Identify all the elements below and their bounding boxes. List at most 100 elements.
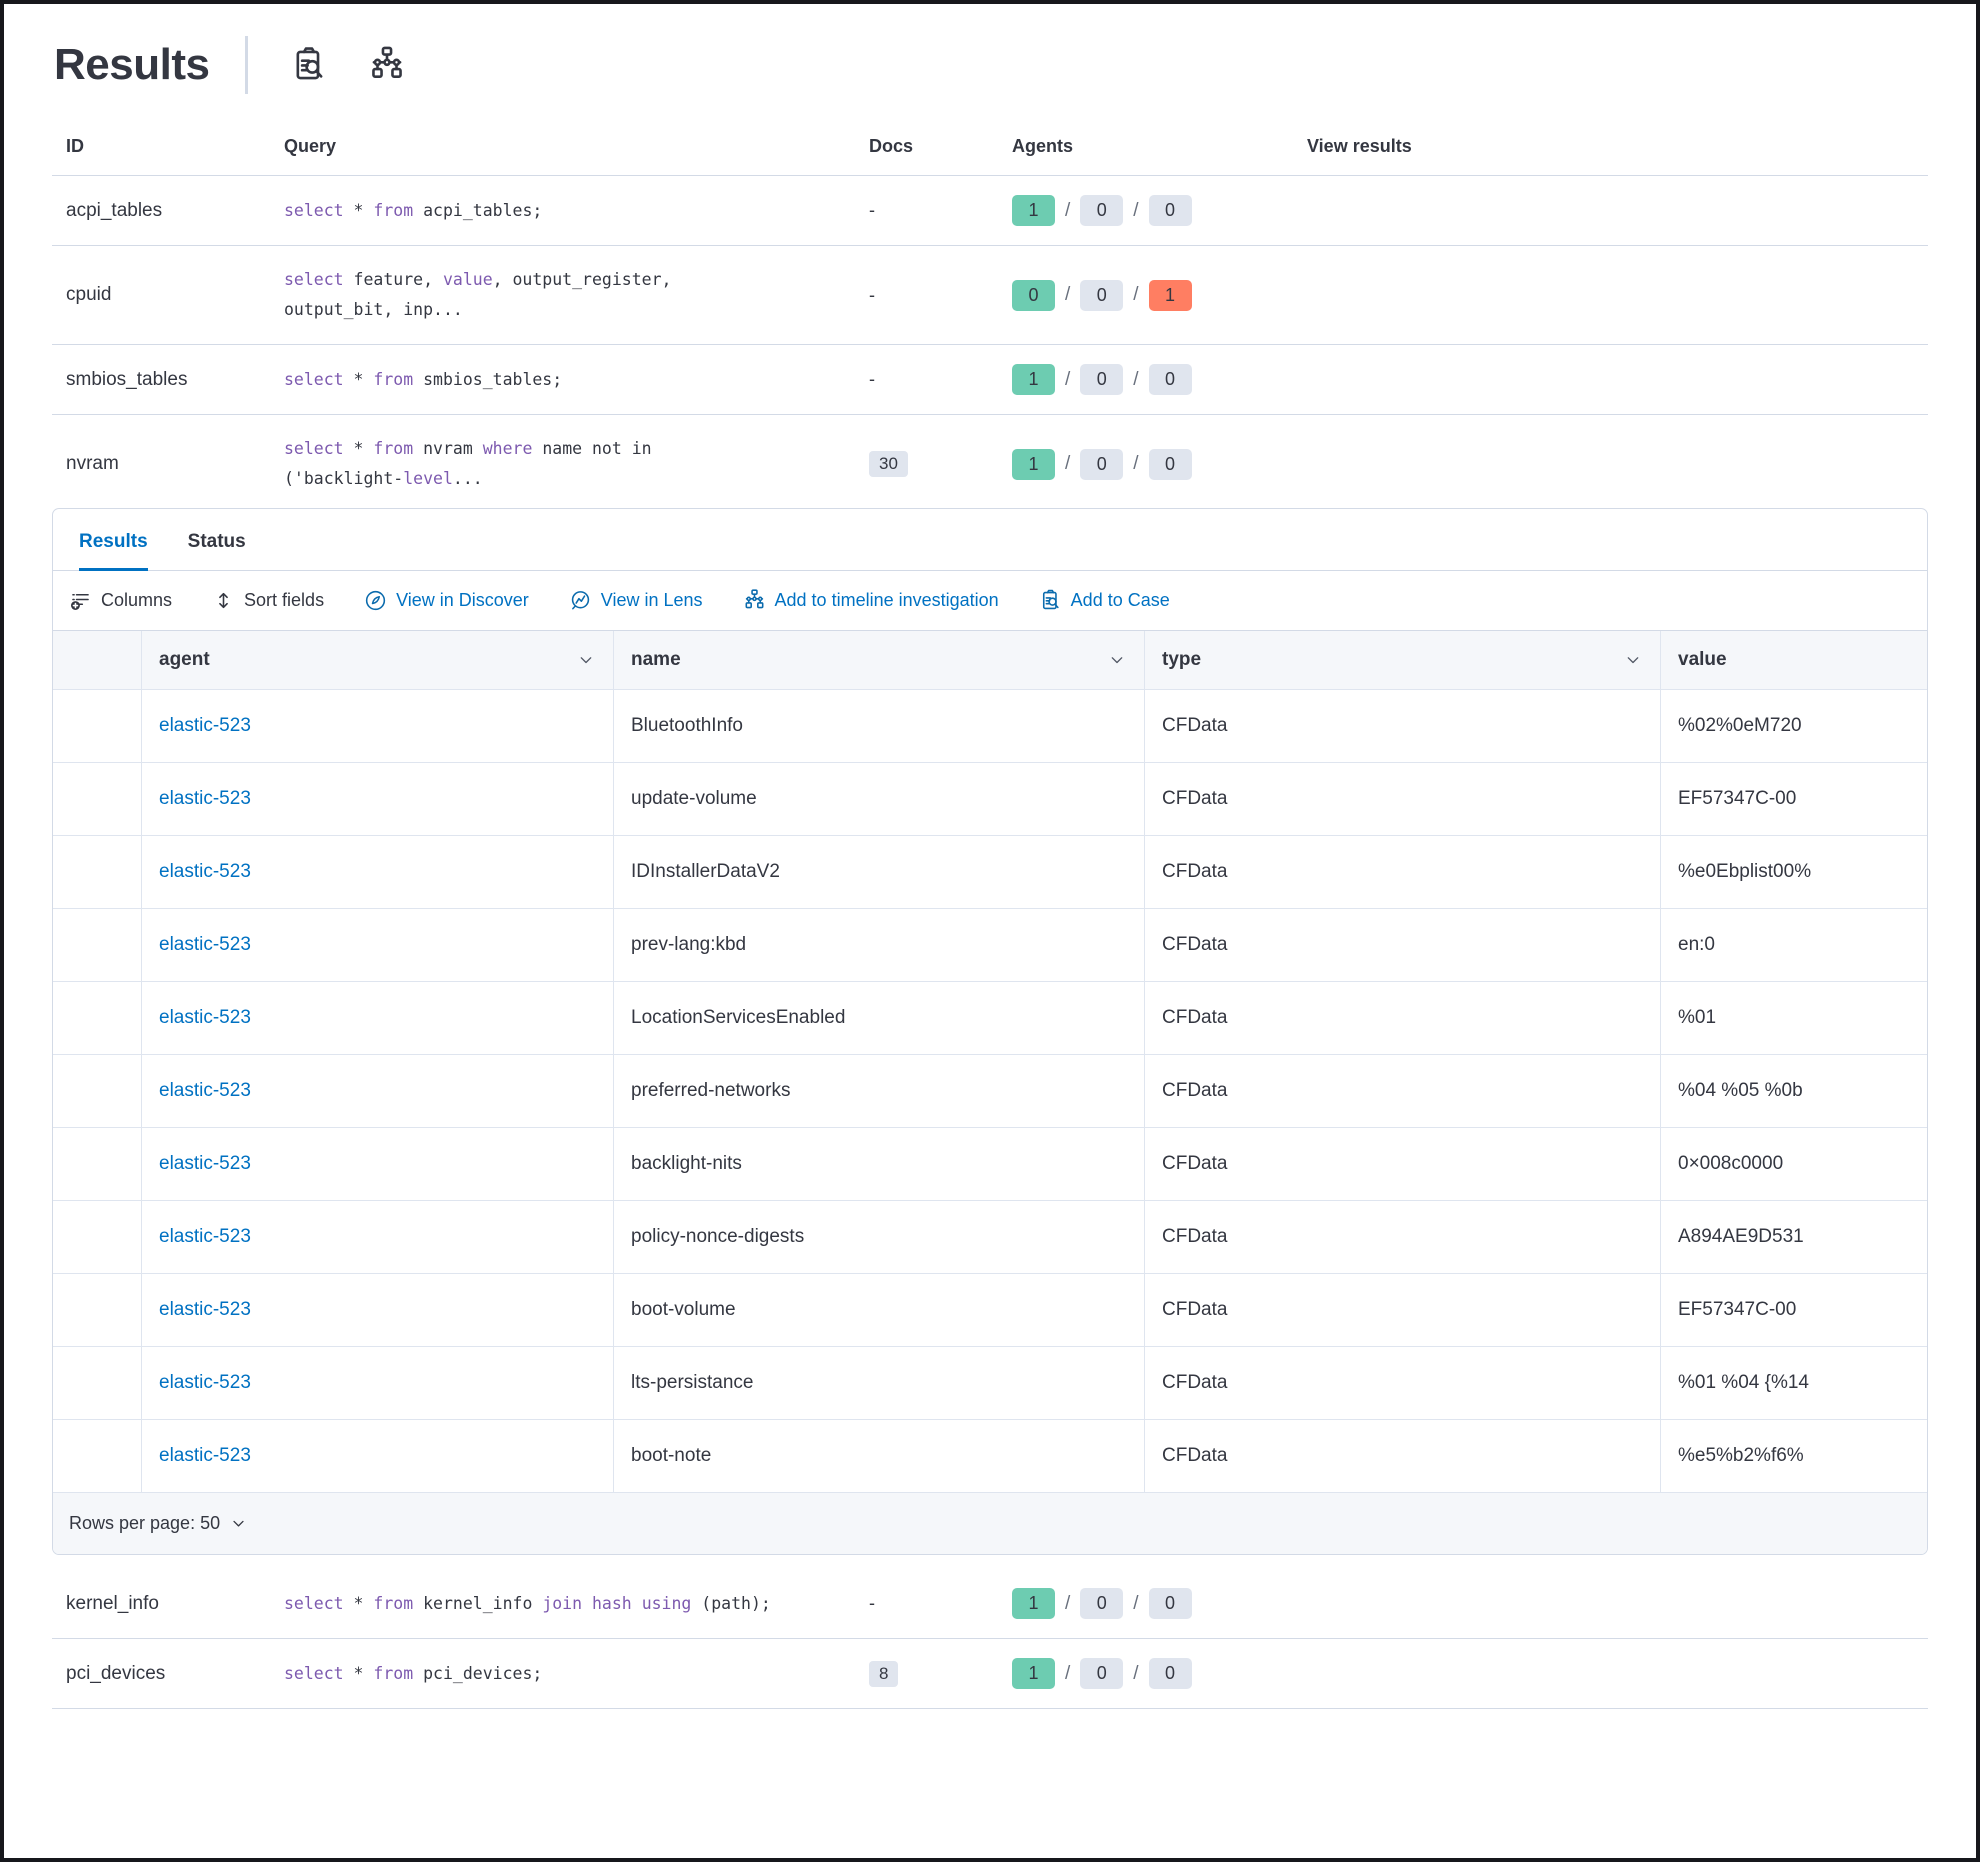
chevron-down-icon[interactable] (1623, 650, 1643, 670)
inspect-icon[interactable] (290, 46, 328, 84)
view-in-discover-button[interactable]: View in Discover (364, 589, 529, 612)
view-in-discover-icon[interactable] (1307, 449, 1338, 480)
view-in-lens-icon[interactable] (1350, 364, 1381, 395)
type-cell: CFData (1145, 1420, 1661, 1492)
tab-status[interactable]: Status (187, 531, 246, 552)
add-to-timeline-icon[interactable] (1393, 1658, 1424, 1689)
view-details-icon[interactable] (1479, 449, 1510, 480)
add-row-to-timeline-icon[interactable] (84, 1151, 111, 1178)
row-actions-cell (53, 1055, 142, 1127)
chevron-down-icon[interactable] (1107, 650, 1127, 670)
grid-row: elastic-523 BluetoothInfo CFData %02%0eM… (53, 690, 1927, 763)
query-row-kernel_info: kernel_info select * from kernel_info jo… (52, 1569, 1928, 1639)
agent-cell: elastic-523 (142, 1274, 614, 1346)
agent-link[interactable]: elastic-523 (159, 788, 251, 809)
add-row-to-timeline-icon[interactable] (84, 1297, 111, 1324)
view-in-discover-icon[interactable] (1307, 364, 1338, 395)
agent-link[interactable]: elastic-523 (159, 1372, 251, 1393)
add-to-case-icon[interactable] (1436, 1588, 1467, 1619)
agent-link[interactable]: elastic-523 (159, 1153, 251, 1174)
agent-link[interactable]: elastic-523 (159, 861, 251, 882)
row-actions-cell (53, 763, 142, 835)
grid-header-type[interactable]: type (1145, 631, 1661, 689)
agents-cell: 1 / 0 / 0 (1012, 195, 1295, 226)
tab-results[interactable]: Results (79, 531, 148, 571)
expand-row-icon[interactable] (1522, 1662, 1546, 1686)
add-to-case-icon[interactable] (1436, 1658, 1467, 1689)
agent-link[interactable]: elastic-523 (159, 1226, 251, 1247)
columns-label: Columns (101, 590, 173, 610)
view-details-icon[interactable] (1479, 364, 1510, 395)
type-cell: CFData (1145, 909, 1661, 981)
add-row-to-timeline-icon[interactable] (84, 859, 111, 886)
view-details-icon[interactable] (1479, 195, 1510, 226)
agents-success-badge: 1 (1012, 364, 1055, 395)
view-in-discover-icon[interactable] (1307, 195, 1338, 226)
chevron-down-icon[interactable] (229, 1514, 248, 1533)
add-to-case-button[interactable]: Add to Case (1039, 589, 1170, 612)
add-to-timeline-icon[interactable] (1393, 364, 1424, 395)
sql-segment: select (284, 439, 344, 458)
add-row-to-timeline-icon[interactable] (84, 932, 111, 959)
query-id: pci_devices (66, 1662, 166, 1684)
value-cell: %04 %05 %0b (1678, 1080, 1803, 1101)
add-to-timeline-icon[interactable] (1393, 195, 1424, 226)
view-in-discover-icon[interactable] (1307, 280, 1338, 311)
sort-fields-button[interactable]: Sort fields (212, 589, 324, 612)
add-row-to-timeline-icon[interactable] (84, 1005, 111, 1032)
add-row-to-timeline-icon[interactable] (84, 786, 111, 813)
add-row-to-timeline-icon[interactable] (84, 1443, 111, 1470)
sql-segment: from (373, 1663, 414, 1683)
sql-segment: select (284, 200, 344, 220)
view-in-lens-icon[interactable] (1350, 195, 1381, 226)
view-in-lens-label: View in Lens (600, 590, 703, 610)
agent-link[interactable]: elastic-523 (159, 1080, 251, 1101)
view-in-discover-icon[interactable] (1307, 1588, 1338, 1619)
expand-row-icon[interactable] (1522, 283, 1546, 307)
grid-row: elastic-523 boot-note CFData %e5%b2%f6% (53, 1420, 1927, 1493)
add-to-case-icon[interactable] (1436, 364, 1467, 395)
view-details-icon[interactable] (1479, 1588, 1510, 1619)
expand-row-icon[interactable] (1522, 368, 1546, 392)
grid-header-value[interactable]: value (1661, 631, 1927, 689)
columns-button[interactable]: Columns (69, 589, 172, 612)
expand-row-icon[interactable] (1522, 1592, 1546, 1616)
view-in-lens-icon[interactable] (1350, 1658, 1381, 1689)
view-details-icon[interactable] (1479, 280, 1510, 311)
view-in-discover-icon[interactable] (1307, 1658, 1338, 1689)
agent-link[interactable]: elastic-523 (159, 1445, 251, 1466)
view-in-lens-icon[interactable] (1350, 449, 1381, 480)
agent-cell: elastic-523 (142, 690, 614, 762)
add-row-to-timeline-icon[interactable] (84, 1224, 111, 1251)
view-in-lens-icon[interactable] (1350, 280, 1381, 311)
add-to-timeline-icon[interactable] (1393, 449, 1424, 480)
add-row-to-timeline-icon[interactable] (84, 1078, 111, 1105)
view-in-lens-button[interactable]: View in Lens (569, 589, 703, 612)
sql-segment: name not in ('backlight- (284, 439, 652, 488)
grid-header-agent[interactable]: agent (142, 631, 614, 689)
agent-link[interactable]: elastic-523 (159, 715, 251, 736)
agent-link[interactable]: elastic-523 (159, 1299, 251, 1320)
add-to-timeline-icon[interactable] (1393, 280, 1424, 311)
expand-row-icon[interactable] (1522, 199, 1546, 223)
agents-success-badge: 1 (1012, 195, 1055, 226)
add-to-case-icon[interactable] (1436, 280, 1467, 311)
timeline-icon[interactable] (368, 46, 406, 84)
view-in-lens-icon[interactable] (1350, 1588, 1381, 1619)
add-to-timeline-button[interactable]: Add to timeline investigation (743, 589, 999, 612)
view-details-icon[interactable] (1479, 1658, 1510, 1689)
grid-header-name[interactable]: name (614, 631, 1145, 689)
add-to-case-icon[interactable] (1436, 449, 1467, 480)
agent-link[interactable]: elastic-523 (159, 934, 251, 955)
rows-per-page[interactable]: Rows per page: 50 (69, 1513, 221, 1533)
docs-cell: - (869, 1593, 1012, 1614)
chevron-down-icon[interactable] (576, 650, 596, 670)
add-row-to-timeline-icon[interactable] (84, 1370, 111, 1397)
agent-cell: elastic-523 (142, 982, 614, 1054)
agents-cell: 1 / 0 / 0 (1012, 364, 1295, 395)
collapse-row-icon[interactable] (1522, 452, 1546, 476)
add-to-timeline-icon[interactable] (1393, 1588, 1424, 1619)
add-to-case-icon[interactable] (1436, 195, 1467, 226)
add-row-to-timeline-icon[interactable] (84, 713, 111, 740)
agent-link[interactable]: elastic-523 (159, 1007, 251, 1028)
